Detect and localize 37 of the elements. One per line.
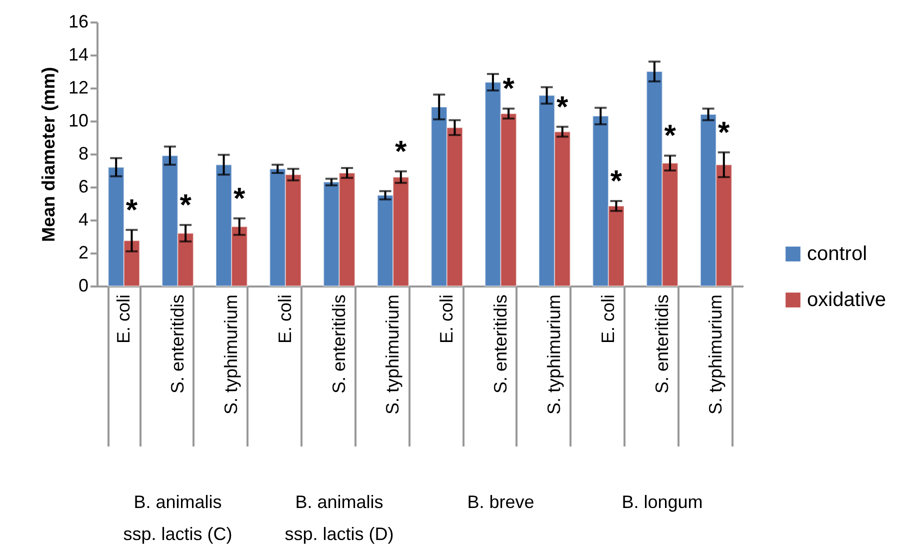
- y-tick-label: 4: [78, 210, 88, 230]
- y-tick-label: 0: [78, 276, 88, 296]
- x-tick-label: E. coli: [436, 294, 456, 344]
- x-tick-label: S. enteritidis: [490, 294, 510, 394]
- y-tick-label: 6: [78, 176, 88, 196]
- x-tick-label: S. typhimurium: [706, 294, 726, 415]
- data-label: *: [126, 194, 138, 227]
- text: B. longum: [622, 492, 703, 512]
- x-tick-label: S. enteritidis: [167, 294, 188, 394]
- data-label: *: [664, 120, 676, 153]
- x-tick-label: S. typhimurium: [221, 294, 242, 415]
- data-label: *: [556, 90, 569, 124]
- y-tick-label: 14: [68, 44, 88, 64]
- y-tick-label: 10: [68, 110, 88, 130]
- x-tick-label: S. enteritidis: [652, 294, 672, 394]
- data-label: *: [718, 116, 730, 150]
- data-label: *: [395, 135, 408, 168]
- y-tick-label: 16: [68, 12, 88, 32]
- x-tick-label: E. coli: [113, 294, 134, 344]
- x-tick-label: S. enteritidis: [328, 294, 349, 394]
- x-tick-label: S. typhimurium: [544, 294, 564, 415]
- text: B. breve: [467, 492, 534, 512]
- data-label: *: [610, 165, 622, 198]
- y-tick-label: 2: [78, 242, 88, 262]
- data-label: *: [234, 182, 246, 216]
- y-axis-title: Mean diameter (mm): [38, 66, 58, 242]
- legend-label: control: [807, 243, 868, 265]
- x-tick-label: E. coli: [274, 294, 295, 344]
- y-tick-label: 8: [78, 144, 88, 164]
- text: B. animalis ssp. lactis (C): [123, 492, 232, 544]
- legend-label: oxidative: [807, 289, 886, 311]
- data-label: *: [502, 72, 515, 106]
- y-tick-label: 12: [68, 78, 88, 98]
- text: B. animalis ssp. lactis (D): [284, 492, 394, 544]
- x-tick-label: S. typhimurium: [382, 294, 403, 415]
- data-label: *: [180, 188, 192, 222]
- x-tick-label: E. coli: [598, 294, 618, 344]
